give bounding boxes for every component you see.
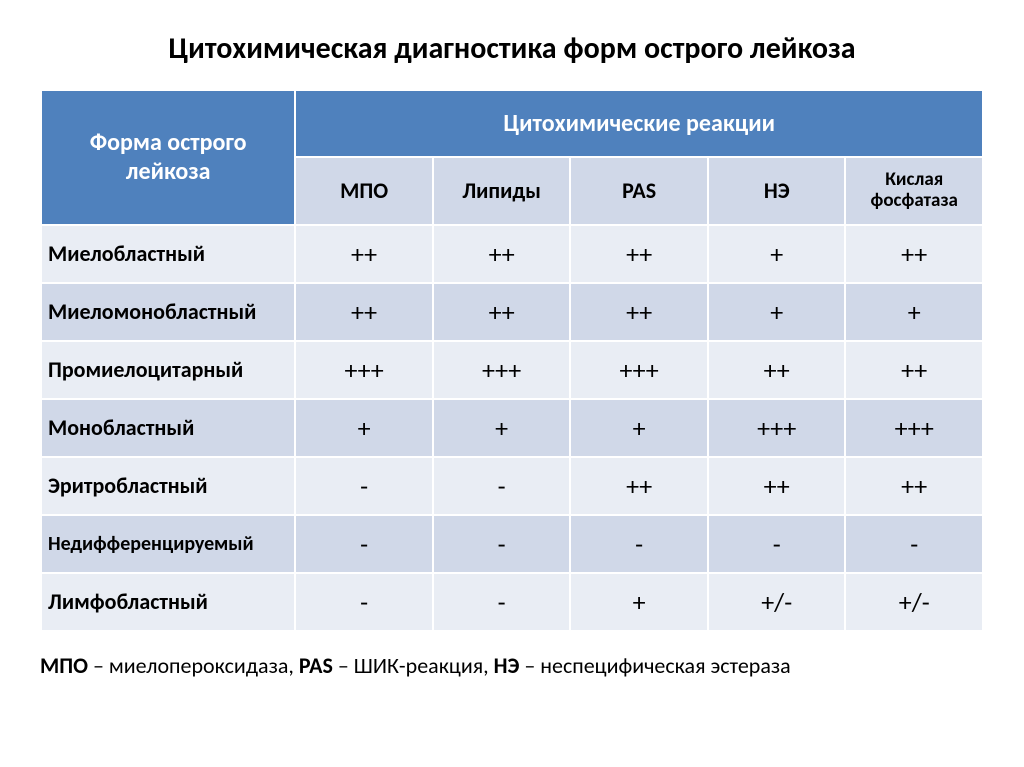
cell: ++: [570, 225, 708, 283]
abbr-ne: НЭ: [494, 652, 520, 679]
table-row: Миеломонобластный ++ ++ ++ + +: [41, 283, 983, 341]
table-row: Монобластный + + + +++ +++: [41, 399, 983, 457]
cytochem-table: Форма острого лейкоза Цитохимические реа…: [40, 89, 984, 632]
cell: -: [845, 515, 983, 573]
cell: +: [295, 399, 433, 457]
cell: +/-: [845, 573, 983, 631]
cell: -: [570, 515, 708, 573]
cell: ++: [845, 457, 983, 515]
cell: -: [433, 573, 571, 631]
table-row: Миелобластный ++ ++ ++ + ++: [41, 225, 983, 283]
table-body: Миелобластный ++ ++ ++ + ++ Миеломонобла…: [41, 225, 983, 631]
cell: ++: [845, 341, 983, 399]
cell: +: [845, 283, 983, 341]
cell: +: [570, 573, 708, 631]
row-label: Лимфобластный: [41, 573, 295, 631]
cell: +/-: [708, 573, 846, 631]
row-header: Форма острого лейкоза: [41, 90, 295, 225]
cell: ++: [295, 225, 433, 283]
page-title: Цитохимическая диагностика форм острого …: [40, 30, 984, 67]
cell: +++: [845, 399, 983, 457]
abbr-ne-def: – неспецифическая эстераза: [519, 652, 790, 679]
cell: +: [708, 225, 846, 283]
abbr-pas-def: – ШИК-реакция,: [333, 652, 494, 679]
cell: ++: [708, 341, 846, 399]
cell: ++: [295, 283, 433, 341]
col-ne: НЭ: [708, 157, 846, 225]
cell: ++: [845, 225, 983, 283]
col-mpo: МПО: [295, 157, 433, 225]
abbr-mpo-def: – миелопероксидаза,: [88, 652, 299, 679]
cell: -: [295, 515, 433, 573]
cell: ++: [570, 457, 708, 515]
cell: +: [708, 283, 846, 341]
row-label: Миеломонобластный: [41, 283, 295, 341]
col-lipids: Липиды: [433, 157, 571, 225]
cell: +: [433, 399, 571, 457]
cell: +++: [570, 341, 708, 399]
col-pas: PAS: [570, 157, 708, 225]
cell: +++: [433, 341, 571, 399]
row-label: Монобластный: [41, 399, 295, 457]
cell: -: [295, 573, 433, 631]
cell: ++: [708, 457, 846, 515]
table-row: Лимфобластный - - + +/- +/-: [41, 573, 983, 631]
cell: -: [708, 515, 846, 573]
col-acid-phosphatase: Кислая фосфатаза: [845, 157, 983, 225]
cell: ++: [570, 283, 708, 341]
group-header: Цитохимические реакции: [295, 90, 983, 157]
table-row: Недифференцируемый - - - - -: [41, 515, 983, 573]
row-label: Недифференцируемый: [41, 515, 295, 573]
cell: -: [433, 515, 571, 573]
row-label: Миелобластный: [41, 225, 295, 283]
row-label: Промиелоцитарный: [41, 341, 295, 399]
abbr-pas: PAS: [299, 652, 333, 679]
cell: +++: [295, 341, 433, 399]
cell: ++: [433, 225, 571, 283]
table-row: Промиелоцитарный +++ +++ +++ ++ ++: [41, 341, 983, 399]
abbr-mpo: МПО: [40, 652, 88, 679]
cell: +: [570, 399, 708, 457]
cell: +++: [708, 399, 846, 457]
cell: ++: [433, 283, 571, 341]
table-row: Эритробластный - - ++ ++ ++: [41, 457, 983, 515]
cell: -: [433, 457, 571, 515]
footnote: МПО – миелопероксидаза, PAS – ШИК-реакци…: [40, 652, 984, 679]
cell: -: [295, 457, 433, 515]
row-label: Эритробластный: [41, 457, 295, 515]
